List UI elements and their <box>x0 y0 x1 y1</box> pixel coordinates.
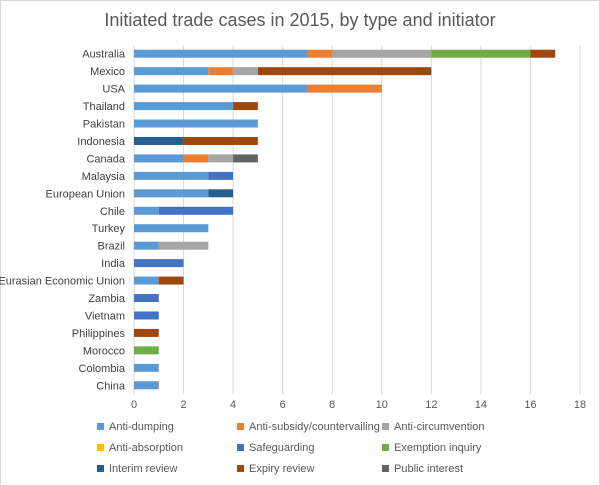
legend-swatch <box>382 422 389 430</box>
bar-segment <box>134 136 184 145</box>
bar-segment <box>134 49 308 58</box>
bar-segment <box>233 102 258 111</box>
y-category-label: Morocco <box>83 345 125 357</box>
bar-segment <box>233 67 258 76</box>
x-tick-label: 0 <box>131 399 137 411</box>
legend-label: Anti-subsidy/countervailing <box>249 421 380 433</box>
legend-swatch <box>97 443 104 451</box>
legend-item: Anti-subsidy/countervailing <box>237 420 380 434</box>
y-category-label: European Union <box>45 188 125 200</box>
bar-segment <box>530 49 556 58</box>
legend-item: Anti-dumping <box>97 420 174 434</box>
legend-swatch <box>237 443 244 451</box>
legend-item: Interim review <box>97 462 177 476</box>
legend-item: Anti-circumvention <box>382 420 484 434</box>
bar-segment <box>208 67 234 76</box>
bar-segment <box>307 84 382 93</box>
x-tick-label: 8 <box>329 399 335 411</box>
x-tick-label: 6 <box>280 399 286 411</box>
legend-item: Exemption inquiry <box>382 441 481 455</box>
bar-segment <box>134 346 159 355</box>
x-tick-label: 4 <box>230 399 236 411</box>
bar-segment <box>158 241 209 250</box>
y-category-label: China <box>96 380 126 392</box>
y-category-label: Philippines <box>72 328 126 340</box>
bar-segment <box>307 49 333 58</box>
y-category-label: Brazil <box>97 241 125 253</box>
chart-title: Initiated trade cases in 2015, by type a… <box>104 10 496 30</box>
legend-label: Anti-dumping <box>109 421 174 433</box>
y-category-label: Canada <box>86 153 125 165</box>
bar-segment <box>208 189 234 198</box>
bar-segment <box>134 294 159 303</box>
bar-segment <box>134 189 209 198</box>
y-category-label: Pakistan <box>83 119 125 131</box>
y-category-label: Mexico <box>90 66 125 78</box>
y-category-label: India <box>101 258 126 270</box>
y-category-label: Thailand <box>83 101 125 113</box>
legend-item: Safeguarding <box>237 441 314 455</box>
x-tick-label: 2 <box>180 399 186 411</box>
legend-item: Anti-absorption <box>97 441 183 455</box>
bar-segment <box>183 136 258 145</box>
bar-segment <box>134 154 184 163</box>
legend-label: Interim review <box>109 463 178 475</box>
legend-swatch <box>97 422 104 430</box>
bar-segment <box>134 224 209 233</box>
bar-segment <box>134 328 159 337</box>
legend-item: Expiry review <box>237 462 314 476</box>
bar-segment <box>134 84 308 93</box>
bar-segment <box>158 206 234 215</box>
bar-segment <box>134 311 159 320</box>
bar-segment <box>134 171 209 180</box>
y-category-label: Chile <box>100 206 125 218</box>
legend-swatch <box>237 464 244 472</box>
x-tick-label: 12 <box>425 399 437 411</box>
bar-segment <box>134 206 159 215</box>
legend-label: Anti-absorption <box>109 442 183 454</box>
legend-label: Expiry review <box>249 463 315 475</box>
legend-label: Exemption inquiry <box>394 442 482 454</box>
legend-item: Public interest <box>382 462 463 476</box>
bar-segment <box>257 67 432 76</box>
bar-segment <box>208 154 234 163</box>
x-tick-label: 18 <box>574 399 586 411</box>
legend-label: Safeguarding <box>249 442 315 454</box>
bar-segment <box>134 119 258 128</box>
y-category-label: Eurasian Economic Union <box>0 276 125 288</box>
x-tick-label: 14 <box>475 399 487 411</box>
legend-swatch <box>97 464 104 472</box>
bar-segment <box>183 154 209 163</box>
bar-segment <box>332 49 432 58</box>
bar-segment <box>134 381 159 390</box>
y-category-label: USA <box>102 84 125 96</box>
x-tick-label: 10 <box>376 399 388 411</box>
bar-segment <box>134 241 159 250</box>
y-category-label: Turkey <box>92 223 126 235</box>
bar-segment <box>158 276 184 285</box>
y-category-label: Indonesia <box>77 136 126 148</box>
bar-segment <box>431 49 531 58</box>
y-category-label: Vietnam <box>85 310 125 322</box>
bar-segment <box>134 67 209 76</box>
legend-swatch <box>237 422 244 430</box>
bar-segment <box>134 276 159 285</box>
x-tick-label: 16 <box>524 399 536 411</box>
bar-segment <box>134 102 234 111</box>
y-category-label: Zambia <box>88 293 126 305</box>
bar-segment <box>233 154 258 163</box>
legend-swatch <box>382 464 389 472</box>
y-category-label: Australia <box>82 49 126 61</box>
bar-segment <box>208 171 234 180</box>
legend-label: Public interest <box>394 463 464 475</box>
bar-segment <box>134 363 159 372</box>
y-category-label: Colombia <box>79 363 126 375</box>
bar-segment <box>134 259 184 268</box>
legend-swatch <box>382 443 389 451</box>
legend-label: Anti-circumvention <box>394 421 485 433</box>
y-category-label: Malaysia <box>82 171 126 183</box>
